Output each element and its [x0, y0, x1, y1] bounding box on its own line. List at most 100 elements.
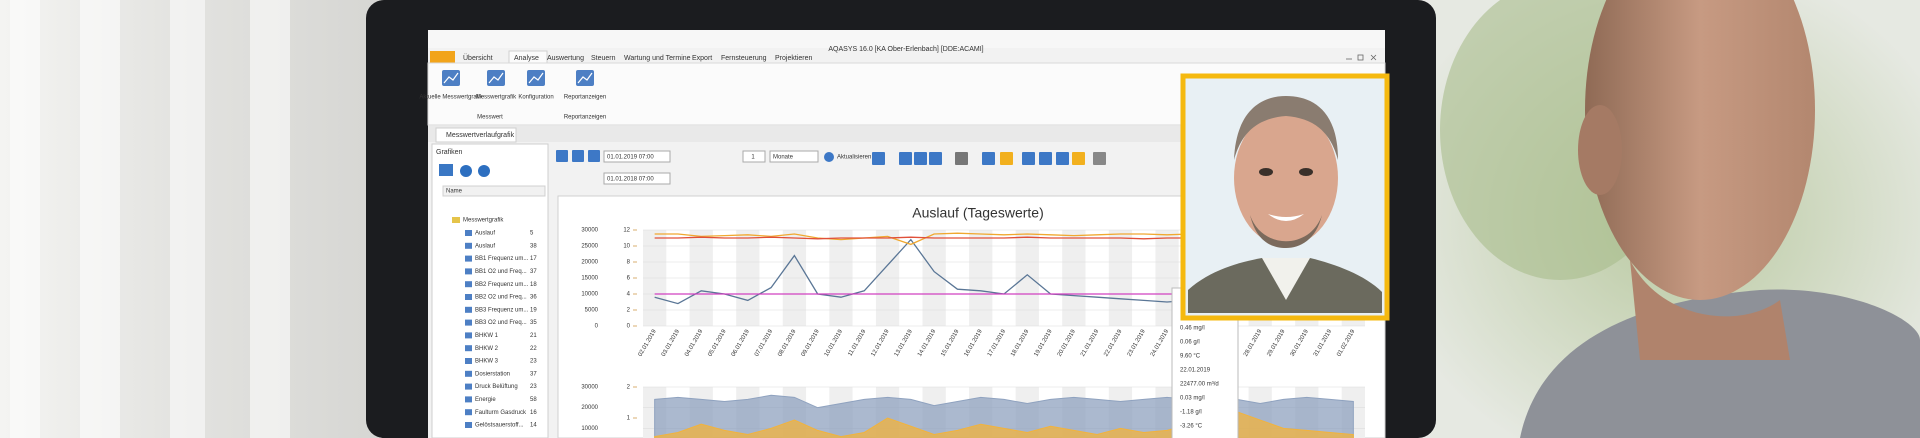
ribbon-button-label: Reportanzeigen — [564, 95, 606, 101]
tooltip-line: 0.03 mg/l — [1180, 396, 1205, 402]
ribbon-tabs: Übersicht Analyse Auswertung Steuern Wartung… — [463, 50, 812, 65]
tree-item-label[interactable]: BB3 Frequenz um... — [475, 307, 529, 313]
date-from-box[interactable] — [603, 150, 671, 163]
tree-item-label[interactable]: BB3 O2 und Freq... — [475, 320, 527, 326]
toolbar-button[interactable] — [1000, 152, 1013, 165]
toolbar-button[interactable] — [982, 152, 995, 165]
refresh-icon[interactable] — [824, 152, 834, 162]
unit: Monate — [773, 155, 794, 161]
new-folder-icon[interactable] — [439, 164, 453, 176]
document-tab[interactable] — [435, 127, 517, 143]
portrait-shirt — [1262, 258, 1310, 300]
tooltip-line: 22477.00 m³/d — [1180, 382, 1219, 388]
tree-item-label[interactable]: Druck Belüftung — [475, 384, 518, 390]
tree-item-label[interactable]: Auslauf — [475, 231, 495, 237]
tree-item-label[interactable]: Dosierstation — [475, 371, 510, 377]
y2-tick-label: 8 — [627, 260, 631, 266]
tree-item-label[interactable]: BB2 O2 und Freq... — [475, 295, 527, 301]
y-tick-label: 20000 — [581, 405, 598, 411]
toolbar-button[interactable] — [1072, 152, 1085, 165]
toolbar-button[interactable] — [1039, 152, 1052, 165]
tree-item-label[interactable]: BHKW 2 — [475, 346, 499, 352]
tree-item-icon — [465, 345, 472, 352]
tree-item-label[interactable]: BHKW 1 — [475, 333, 499, 339]
tree-item-icon — [465, 306, 472, 313]
ribbon-button[interactable]: Reportanzeigen — [564, 70, 606, 101]
tree-item-count: 17 — [530, 256, 537, 262]
step-box[interactable] — [742, 150, 766, 163]
ribbon-tab[interactable]: Übersicht — [463, 54, 493, 62]
date-to-box[interactable] — [603, 172, 671, 185]
chart-title: Auslauf (Tageswerte) — [912, 205, 1044, 221]
tooltip-line: -1.18 g/l — [1180, 410, 1202, 416]
y-tick-label: 25000 — [581, 244, 598, 250]
tree-item-label[interactable]: BB2 Frequenz um... — [475, 282, 529, 288]
y-tick-label: 15000 — [581, 276, 598, 282]
toolbar-button[interactable] — [1022, 152, 1035, 165]
tree-item-icon — [465, 396, 472, 403]
tree-item-count: 38 — [530, 243, 537, 249]
tooltip-lines: 0.46 mg/l 0.06 g/l 9.60 °C 22.01.2019 22477.… — [1180, 326, 1219, 430]
ribbon-tab[interactable]: Analyse — [514, 55, 539, 62]
toolbar-button[interactable] — [914, 152, 927, 165]
tree-item-label[interactable]: Gelöstsauerstoff... — [475, 423, 524, 429]
tree-item-count: 14 — [530, 423, 537, 429]
tooltip-line: 22.01.2019 — [1180, 368, 1211, 374]
tree-item-label[interactable]: Energie — [475, 397, 496, 403]
toolbar-button[interactable] — [1056, 152, 1069, 165]
ribbon-icon-chart — [528, 72, 544, 84]
app-menu-button[interactable] — [430, 51, 455, 63]
tree-item-count: 23 — [530, 384, 537, 390]
ribbon-tab[interactable]: Fernsteuerung — [721, 55, 767, 62]
tree-item-count: 35 — [530, 320, 537, 326]
ribbon-tab[interactable]: Wartung und Termine — [624, 55, 691, 62]
ribbon-tab[interactable]: Auswertung — [547, 55, 584, 62]
unit-box[interactable] — [769, 150, 819, 163]
portrait-eye-left — [1259, 168, 1273, 176]
y2-tick-label: 1 — [627, 416, 631, 422]
window-controls — [1346, 54, 1377, 61]
tree-root-icon — [452, 217, 460, 223]
toolbar-button[interactable] — [872, 152, 885, 165]
tree-item-count: 58 — [530, 397, 537, 403]
tree-item-label[interactable]: BHKW 3 — [475, 359, 499, 365]
tree-item-label[interactable]: Auslauf — [475, 243, 495, 249]
ribbon-button[interactable]: Aktuelle Messwertgrafik — [419, 70, 484, 101]
tree-item-icon — [465, 230, 472, 236]
toolbar-button[interactable] — [899, 152, 912, 165]
y-tick-label: 10000 — [581, 426, 598, 432]
ribbon-group-label: Reportanzeigen — [564, 115, 606, 121]
ribbon-button-label: Messwertgrafik — [476, 95, 517, 101]
refresh-label[interactable]: Aktualisieren — [837, 155, 871, 161]
nav-button[interactable] — [556, 150, 568, 162]
tree-item-count: 19 — [530, 307, 537, 313]
person-ear — [1578, 105, 1622, 195]
y2-tick-label: 2 — [627, 308, 631, 314]
sidebar-toolbar — [439, 164, 490, 177]
remove-icon[interactable] — [478, 165, 490, 177]
tree-item-label[interactable]: BB1 O2 und Freq... — [475, 269, 527, 275]
tree-item-count: 37 — [530, 269, 537, 275]
nav-button[interactable] — [572, 150, 584, 162]
tree-item-icon — [465, 242, 472, 249]
nav-button[interactable] — [588, 150, 600, 162]
y2-tick-label: 2 — [627, 385, 631, 391]
date-to: 01.01.2018 07:00 — [607, 177, 654, 183]
ribbon-button[interactable]: Messwertgrafik — [476, 70, 517, 101]
tree-item-label[interactable]: Faulturm Gasdruck — [475, 410, 527, 416]
tooltip-line: -3.26 °C — [1180, 424, 1203, 430]
ribbon-tab[interactable]: Export — [692, 55, 712, 62]
add-icon[interactable] — [460, 165, 472, 177]
tree-item-label[interactable]: BB1 Frequenz um... — [475, 256, 529, 262]
ribbon-tab[interactable]: Projektieren — [775, 55, 812, 62]
tree-item-count: 36 — [530, 295, 537, 301]
toolbar-button[interactable] — [929, 152, 942, 165]
ribbon-tab[interactable]: Steuern — [591, 55, 616, 62]
y-tick-label: 10000 — [581, 292, 598, 298]
portrait-face — [1234, 110, 1338, 246]
toolbar-button[interactable] — [955, 152, 968, 165]
ribbon-button[interactable]: Konfiguration — [518, 70, 554, 101]
tree-root[interactable]: Messwertgrafik — [463, 218, 504, 224]
toolbar-button[interactable] — [1093, 152, 1106, 165]
